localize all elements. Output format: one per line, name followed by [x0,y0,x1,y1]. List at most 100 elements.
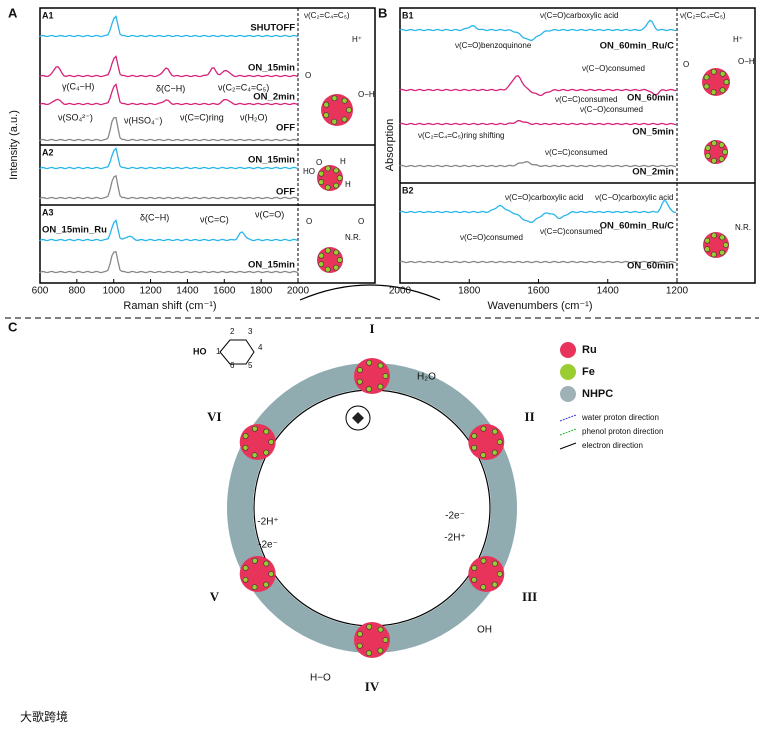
annotation: ν(C=O)consumed [460,233,523,242]
fe-site [719,234,726,241]
x-tick-label: 1400 [176,286,199,297]
fe-site [318,261,325,268]
trace-label: OFF [276,123,295,134]
x-tick-label: 1000 [103,286,126,297]
annotation: ν(C=O)benzoquinone [455,41,532,50]
legend-label: water proton direction [581,413,659,422]
step-label: -2e⁻ [258,540,278,551]
fe-site [718,156,725,162]
fe-site [710,89,717,96]
trace-label: ON_60min [627,93,674,104]
trace-label: ON_2min [632,167,674,178]
x-tick-label: 2000 [389,286,412,297]
spectrum [39,174,299,200]
state-label: II [525,409,535,424]
trace-label: ON_15min_Ru [42,225,107,236]
chem-label: H−O [310,673,331,684]
fe-site [704,246,711,253]
annotation: ν(C=C)consumed [540,227,602,236]
legend-swatch [560,342,576,358]
fe-site [703,74,710,81]
ring [227,284,517,653]
fe-site [366,623,373,630]
fe-site [366,386,372,393]
fe-site [480,584,487,591]
fe-site [471,576,478,583]
spectrum [39,83,299,106]
fe-site [356,631,363,637]
fe-site [268,571,275,577]
x-tick-label: 1200 [139,286,162,297]
annotation: ν(C=O)carboxylic acid [505,193,583,202]
fe-site [242,565,249,571]
step-label: -2e⁻ [445,511,465,522]
spectrum [399,119,677,126]
fe-site [704,237,711,244]
ring-bond [219,339,255,365]
inset-label: ν(C₂=C₄=C₅) [680,11,726,20]
annotation: ν(C₂=C₄=C₅)ring shifting [418,131,505,140]
spectrum [39,147,299,170]
fe-site [341,116,348,123]
inset-label: H⁺ [352,35,362,44]
fe-site [705,145,711,151]
fe-site [704,152,711,159]
trace-label: ON_15min [248,63,295,74]
atom-number: 6 [230,361,235,370]
state-label: VI [207,409,221,424]
state-label: IV [365,679,380,694]
legend-label: NHPC [582,388,613,400]
spectrum [39,116,299,142]
inset-label: O−H [738,57,755,66]
annotation: ν(C=C)consumed [555,95,617,104]
state-label: III [522,589,537,604]
inset-label: N.R. [345,233,361,242]
subpanel-label: A3 [42,207,54,217]
panel-label: B [378,5,387,20]
annotation: ν(HSO₄⁻) [124,115,162,125]
atom-number: 2 [230,327,235,336]
fe-site [242,444,249,451]
fe-site [251,425,258,432]
fe-site [491,449,498,456]
x-axis-label: Raman shift (cm⁻¹) [123,300,216,312]
fe-site [480,557,487,564]
fe-site [336,257,343,263]
fe-site [325,247,331,254]
fe-site [711,140,718,147]
trace-label: ON_5min [632,127,674,138]
x-tick-label: 1400 [597,286,620,297]
trace-label: ON_15min [248,155,295,166]
trace-label: ON_60min_Ru/C [600,41,675,52]
fe-site [346,107,352,113]
legend-label: electron direction [582,441,643,450]
fe-site [480,425,487,432]
fe-site [356,367,363,373]
subpanel-label: A2 [42,147,54,157]
inset-label: H [345,180,351,189]
fe-site [711,232,717,239]
annotation: ν(C−O)carboxylic acid [595,193,673,202]
annotation: ν(C=O)carboxylic acid [540,11,618,20]
fe-site [719,249,725,256]
annotation: ν(C=O) [255,209,284,219]
annotation: ν(C−O)consumed [582,64,645,73]
fe-site [333,249,340,256]
x-tick-label: 2000 [287,286,310,297]
x-tick-label: 1600 [213,286,236,297]
fe-site [377,647,384,654]
trace-label: ON_60min [627,261,674,272]
fe-site [377,626,384,633]
watermark: 大歌跨境 [20,709,68,724]
spectra [39,15,677,274]
atom-number: 1 [216,347,221,356]
fe-site [719,70,726,77]
state-label: I [369,321,374,336]
y-axis-label: Intensity (a.u.) [8,110,20,180]
fe-site [718,142,725,148]
fe-site [710,68,717,75]
state-label: V [210,589,220,604]
fe-site [710,251,717,258]
annotation: γ(C₄−H) [62,81,94,91]
legend-label: phenol proton direction [582,427,663,436]
